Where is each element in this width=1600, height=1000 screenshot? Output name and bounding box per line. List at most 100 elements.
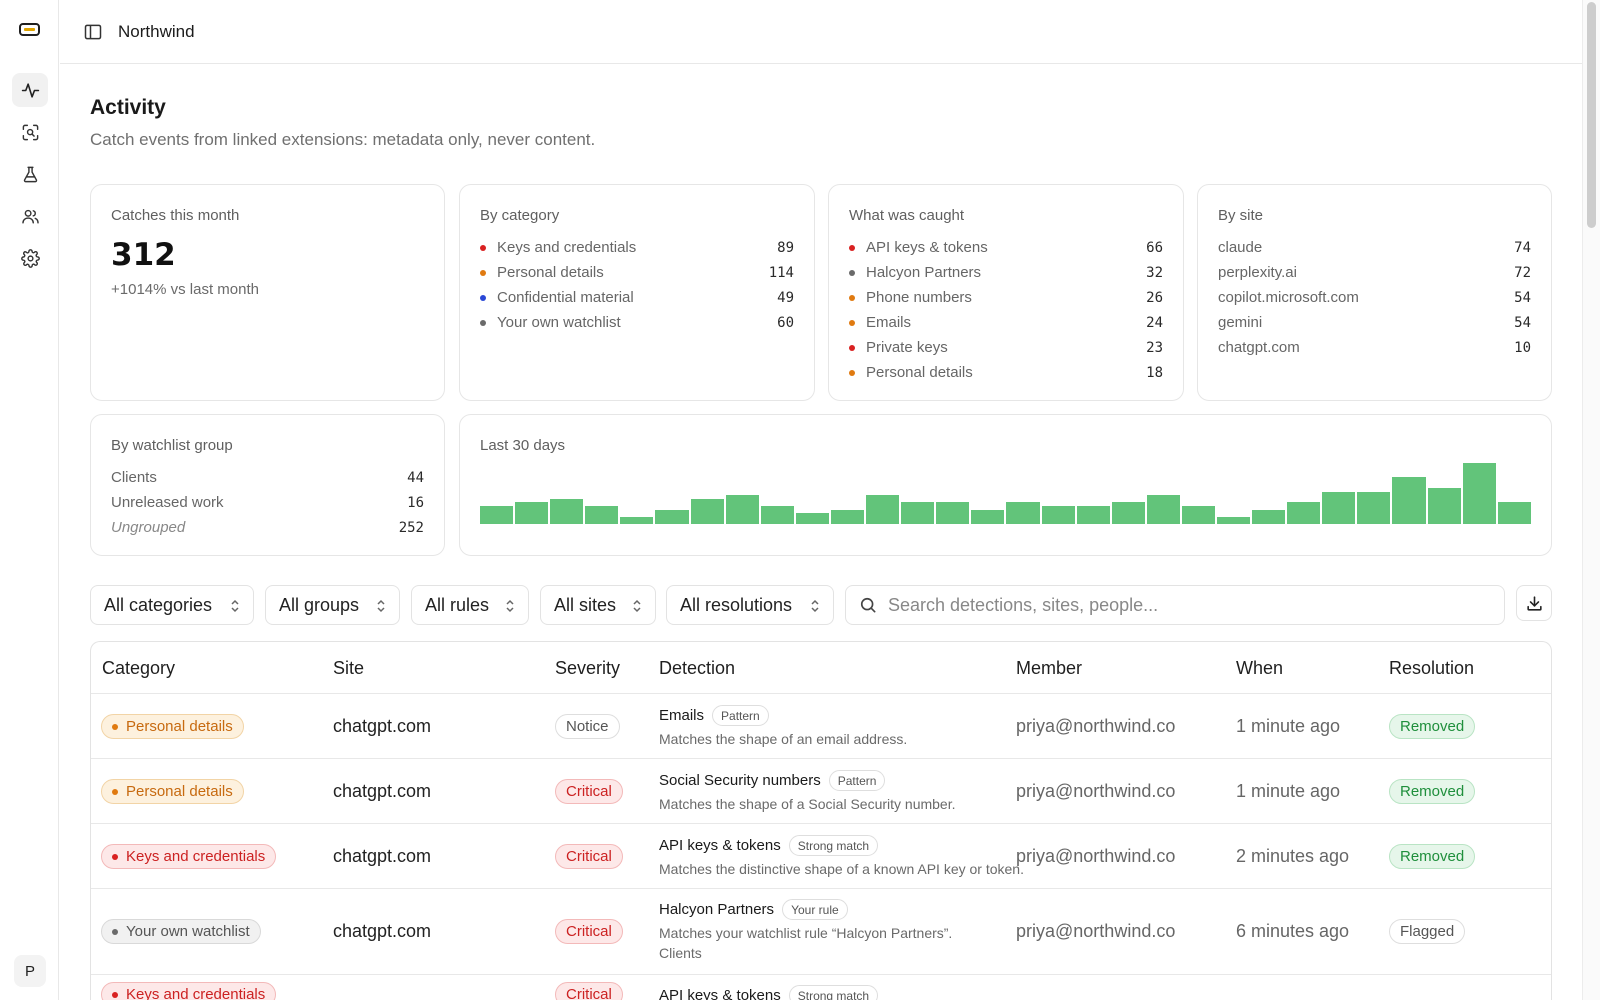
col-when[interactable]: When	[1236, 658, 1284, 678]
search-input[interactable]	[888, 594, 1488, 616]
nav-flask-icon[interactable]	[12, 157, 48, 191]
what-caught-row[interactable]: API keys & tokens 66	[849, 235, 1163, 260]
download-button[interactable]	[1516, 585, 1552, 621]
by-site-row[interactable]: gemini 54	[1218, 310, 1531, 335]
chart-bar-17[interactable]	[1041, 506, 1075, 524]
col-severity[interactable]: Severity	[555, 658, 621, 678]
site-filter-label: All sites	[554, 594, 617, 615]
chart-bar-2[interactable]	[515, 502, 549, 524]
chart-bar-1[interactable]	[480, 506, 514, 524]
by-category-row[interactable]: Personal details 114	[480, 260, 794, 285]
chart-bar-13[interactable]	[901, 502, 935, 524]
chart-bar-25[interactable]	[1322, 492, 1356, 524]
by-site-row[interactable]: claude 74	[1218, 235, 1531, 260]
site-cell: chatgpt.com	[333, 716, 432, 736]
chart-bar-22[interactable]	[1216, 517, 1251, 524]
resolution-badge[interactable]: Removed	[1389, 779, 1476, 804]
site-filter[interactable]: All sites	[540, 585, 656, 625]
chart-bar-18[interactable]	[1076, 506, 1110, 524]
category-badge[interactable]: Personal details	[101, 714, 244, 739]
table-row[interactable]: Keys and credentials Critical API keys & t…	[91, 975, 1551, 1000]
detection-name[interactable]: API keys & tokens	[659, 987, 781, 1000]
by-category-row[interactable]: Keys and credentials 89	[480, 235, 794, 260]
by-category-row[interactable]: Confidential material 49	[480, 285, 794, 310]
chart-bar-5[interactable]	[620, 517, 654, 524]
col-site[interactable]: Site	[333, 658, 365, 678]
chart-bar-23[interactable]	[1252, 510, 1286, 524]
category-filter[interactable]: All categories	[90, 585, 254, 625]
chart-bar-12[interactable]	[866, 495, 900, 524]
resolution-badge[interactable]: Flagged	[1389, 919, 1466, 944]
chart-bar-19[interactable]	[1111, 502, 1145, 524]
chart-bar-27[interactable]	[1392, 477, 1426, 524]
chart-bar-10[interactable]	[795, 513, 829, 524]
detection-name[interactable]: Emails	[659, 707, 705, 724]
nav-gear-icon[interactable]	[12, 241, 48, 275]
what-caught-row[interactable]: Halcyon Partners 32	[849, 260, 1163, 285]
resolution-badge[interactable]: Removed	[1389, 844, 1476, 869]
group-filter[interactable]: All groups	[265, 585, 400, 625]
detection-name[interactable]: Halcyon Partners	[659, 901, 775, 918]
user-avatar[interactable]: P	[14, 955, 46, 987]
detection-name[interactable]: API keys & tokens	[659, 837, 781, 854]
sidebar-toggle-icon[interactable]	[82, 21, 104, 43]
category-badge[interactable]: Keys and credentials	[101, 982, 277, 1000]
page-scrollbar[interactable]	[1582, 0, 1600, 1000]
chart-bar-16[interactable]	[1006, 502, 1040, 524]
col-detection[interactable]: Detection	[659, 658, 736, 678]
chart-bar-24[interactable]	[1287, 502, 1321, 524]
chart-bar-9[interactable]	[760, 506, 794, 524]
what-caught-row[interactable]: Personal details 18	[849, 360, 1163, 385]
chart-bar-3[interactable]	[550, 499, 584, 524]
chart-bar-7[interactable]	[690, 499, 724, 524]
nav-scan-icon[interactable]	[12, 115, 48, 149]
category-badge[interactable]: Your own watchlist	[101, 919, 261, 944]
chart-bar-20[interactable]	[1146, 495, 1180, 524]
by-group-row[interactable]: Unreleased work 16	[111, 490, 424, 515]
category-dot-icon	[480, 294, 486, 301]
resolution-filter[interactable]: All resolutions	[666, 585, 834, 625]
table-row[interactable]: Personal details chatgpt.com Notice Emails P…	[91, 694, 1551, 759]
chart-bar-29[interactable]	[1462, 463, 1496, 524]
chart-bar-30[interactable]	[1497, 502, 1531, 524]
chart-bar-28[interactable]	[1427, 488, 1461, 524]
row-label: Confidential material	[497, 289, 634, 306]
category-badge[interactable]: Keys and credentials	[101, 844, 277, 869]
what-caught-row[interactable]: Private keys 23	[849, 335, 1163, 360]
what-caught-row[interactable]: Emails 24	[849, 310, 1163, 335]
chart-bar-8[interactable]	[725, 495, 759, 524]
table-row[interactable]: Keys and credentials chatgpt.com Critical A…	[91, 824, 1551, 889]
scrollbar-thumb[interactable]	[1587, 2, 1596, 228]
col-member[interactable]: Member	[1016, 658, 1083, 678]
table-row[interactable]: Your own watchlist chatgpt.com Critical Hal…	[91, 889, 1551, 975]
category-badge[interactable]: Personal details	[101, 779, 244, 804]
by-site-row[interactable]: chatgpt.com 10	[1218, 335, 1531, 360]
row-value: 26	[1146, 289, 1163, 306]
chart-bar-6[interactable]	[655, 510, 689, 524]
chart-bar-21[interactable]	[1181, 506, 1215, 524]
by-group-row[interactable]: Ungrouped 252	[111, 515, 424, 540]
by-site-row[interactable]: copilot.microsoft.com 54	[1218, 285, 1531, 310]
search-box[interactable]	[845, 585, 1505, 625]
nav-activity-icon[interactable]	[12, 73, 48, 107]
nav-users-icon[interactable]	[12, 199, 48, 233]
row-value: 18	[1146, 364, 1163, 381]
detection-name[interactable]: Social Security numbers	[659, 772, 821, 789]
chart-bar-26[interactable]	[1357, 492, 1391, 524]
site-cell: chatgpt.com	[333, 921, 432, 941]
app-logo[interactable]	[19, 23, 40, 36]
chart-bar-14[interactable]	[936, 502, 970, 524]
chart-bar-15[interactable]	[971, 510, 1005, 524]
rule-filter[interactable]: All rules	[411, 585, 529, 625]
col-category[interactable]: Category	[102, 658, 176, 678]
resolution-badge[interactable]: Removed	[1389, 714, 1476, 739]
chart-bar-4[interactable]	[585, 506, 619, 524]
what-caught-row[interactable]: Phone numbers 26	[849, 285, 1163, 310]
chart-bar-11[interactable]	[830, 510, 865, 524]
row-label: gemini	[1218, 314, 1263, 331]
col-resolution[interactable]: Resolution	[1389, 658, 1475, 678]
by-site-row[interactable]: perplexity.ai 72	[1218, 260, 1531, 285]
table-row[interactable]: Personal details chatgpt.com Critical Socia…	[91, 759, 1551, 824]
by-group-row[interactable]: Clients 44	[111, 465, 424, 490]
by-category-row[interactable]: Your own watchlist 60	[480, 310, 794, 335]
